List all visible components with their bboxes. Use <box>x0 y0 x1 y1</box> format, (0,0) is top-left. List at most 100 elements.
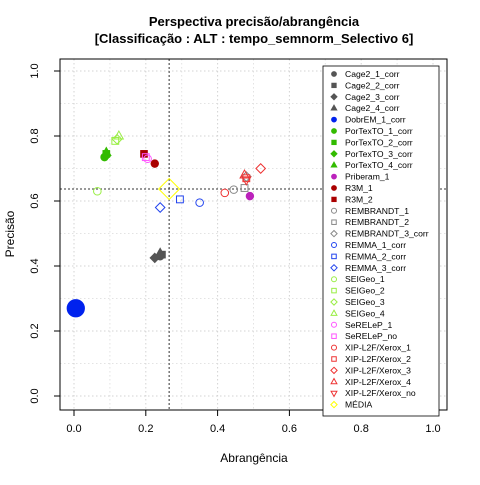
legend-label-dobrem-1-corr: DobrEM_1_corr <box>345 115 406 125</box>
data-point-r3m-1 <box>150 159 159 168</box>
y-tick-label: 0.2 <box>29 323 41 338</box>
legend-marker-xip-l2f-xerox-4 <box>330 377 338 385</box>
legend-marker-cage2-1-corr <box>331 71 337 77</box>
legend-label-xip-l2f-xerox-1: XIP-L2F/Xerox_1 <box>345 343 411 353</box>
legend-label-r3m-1: R3M_1 <box>345 183 373 193</box>
legend-label-remma-1-corr: REMMA_1_corr <box>345 240 406 250</box>
legend-label-serelep-1: SeRELeP_1 <box>345 320 393 330</box>
data-point-remma-2-corr <box>175 195 184 204</box>
data-point-seigeo-4 <box>113 130 125 140</box>
legend-label-r3m-2: R3M_2 <box>345 194 373 204</box>
legend-marker-cage2-2-corr <box>331 82 337 89</box>
data-points <box>66 130 267 318</box>
reference-lines <box>60 59 447 410</box>
data-point-xip-l2f-xerox-4 <box>239 169 250 179</box>
legend-marker-rembrandt-1 <box>331 207 337 214</box>
legend-marker-xip-l2f-xerox-1 <box>331 344 337 351</box>
legend-marker-serelep-1 <box>331 321 337 328</box>
y-tick-label: 0.8 <box>29 128 41 143</box>
legend-marker-xip-l2f-xerox-2 <box>331 356 337 362</box>
data-point-seigeo-3 <box>111 133 123 145</box>
legend-label-xip-l2f-xerox-no: XIP-L2F/Xerox_no <box>345 388 416 398</box>
legend-marker-dobrem-1-corr <box>331 116 337 123</box>
data-point-xip-l2f-xerox-no <box>241 176 252 186</box>
legend-marker-seigeo-4 <box>330 309 338 316</box>
legend-label-seigeo-4: SEIGeo_4 <box>345 308 385 318</box>
legend-label-cage2-3-corr: Cage2_3_corr <box>345 92 400 102</box>
legend-marker-xip-l2f-xerox-3 <box>330 366 338 375</box>
chart-title-line-1: Perspectiva precisão/abrangência <box>149 14 360 29</box>
legend-marker-m-dia <box>330 400 338 409</box>
legend-marker-rembrandt-2 <box>331 219 337 225</box>
legend-label-priberam-1: Priberam_1 <box>345 172 390 182</box>
legend-marker-r3m-1 <box>331 185 337 191</box>
y-tick-label: 0.0 <box>29 388 41 403</box>
legend-box <box>322 65 440 417</box>
data-point-portexto-4-corr <box>101 146 112 156</box>
x-tick-label: 0.6 <box>282 423 297 435</box>
legend-label-xip-l2f-xerox-2: XIP-L2F/Xerox_2 <box>345 354 411 364</box>
legend-marker-cage2-3-corr <box>330 93 338 101</box>
legend-marker-priberam-1 <box>331 173 337 180</box>
legend-label-rembrandt-1: REMBRANDT_1 <box>345 206 409 216</box>
legend-label-remma-2-corr: REMMA_2_corr <box>345 251 406 261</box>
legend-label-seigeo-3: SEIGeo_3 <box>345 297 385 307</box>
legend-label-remma-3-corr: REMMA_3_corr <box>345 263 406 273</box>
y-tick-label: 1.0 <box>29 63 41 78</box>
data-point-remma-3-corr <box>154 202 166 213</box>
legend-marker-portexto-3-corr <box>330 150 338 158</box>
y-axis-label: Precisão <box>3 210 17 257</box>
legend-label-cage2-4-corr: Cage2_4_corr <box>345 103 400 113</box>
legend-label-portexto-4-corr: PorTexTO_4_corr <box>345 160 413 170</box>
legend-label-portexto-1-corr: PorTexTO_1_corr <box>345 126 413 136</box>
legend-marker-seigeo-3 <box>330 298 338 306</box>
legend-label-seigeo-2: SEIGeo_2 <box>345 286 385 296</box>
y-axis: 0.0 0.2 0.4 0.6 0.8 1.0 <box>29 63 61 404</box>
legend-label-cage2-1-corr: Cage2_1_corr <box>345 69 400 79</box>
data-point-m-dia <box>157 177 181 201</box>
legend-marker-seigeo-2 <box>331 287 337 294</box>
legend-marker-rembrandt-3-corr <box>330 229 338 238</box>
legend-label-rembrandt-3-corr: REMBRANDT_3_corr <box>345 229 429 239</box>
data-point-dobrem-1-corr <box>66 299 85 318</box>
legend-label-xip-l2f-xerox-3: XIP-L2F/Xerox_3 <box>345 365 411 375</box>
y-tick-label: 0.4 <box>29 258 41 273</box>
legend-marker-xip-l2f-xerox-no <box>330 390 338 398</box>
legend-marker-remma-2-corr <box>331 253 337 260</box>
data-point-xip-l2f-xerox-3 <box>255 163 267 174</box>
legend-label-xip-l2f-xerox-4: XIP-L2F/Xerox_4 <box>345 377 411 387</box>
chart-title-line-2: [Classificação : ALT : tempo_semnorm_Sel… <box>95 31 414 46</box>
legend-marker-remma-3-corr <box>330 263 338 272</box>
legend-marker-portexto-2-corr <box>331 139 337 146</box>
legend-label-cage2-2-corr: Cage2_2_corr <box>345 80 400 90</box>
legend-label-portexto-2-corr: PorTexTO_2_corr <box>345 137 413 147</box>
x-tick-label: 0.2 <box>138 423 153 435</box>
legend-marker-remma-1-corr <box>331 242 337 248</box>
data-point-cage2-4-corr <box>155 247 166 257</box>
x-tick-label: 0.4 <box>210 423 225 435</box>
x-tick-label: 0.8 <box>354 423 369 435</box>
legend-marker-portexto-4-corr <box>330 161 338 168</box>
x-tick-label: 1.0 <box>425 423 440 435</box>
data-point-priberam-1 <box>245 191 255 201</box>
legend-marker-seigeo-1 <box>331 276 337 283</box>
data-point-serelep-1 <box>143 154 152 164</box>
legend-label-portexto-3-corr: PorTexTO_3_corr <box>345 149 413 159</box>
legend-label-serelep-no: SeRELeP_no <box>345 331 397 341</box>
legend-marker-cage2-4-corr <box>330 104 338 111</box>
legend-marker-portexto-1-corr <box>331 128 337 134</box>
data-point-seigeo-1 <box>93 186 102 196</box>
legend-label-seigeo-1: SEIGeo_1 <box>345 274 385 284</box>
legend-label-rembrandt-2: REMBRANDT_2 <box>345 217 409 227</box>
data-point-remma-1-corr <box>195 198 204 207</box>
legend-label-m-dia: MÉDIA <box>345 400 372 410</box>
data-point-serelep-no <box>141 153 150 162</box>
data-point-rembrandt-1 <box>229 185 239 194</box>
x-tick-label: 0.0 <box>66 423 81 435</box>
legend-marker-r3m-2 <box>331 196 337 203</box>
data-point-rembrandt-2 <box>240 184 249 192</box>
x-axis-label: Abrangência <box>220 451 288 465</box>
y-tick-label: 0.6 <box>29 193 41 208</box>
